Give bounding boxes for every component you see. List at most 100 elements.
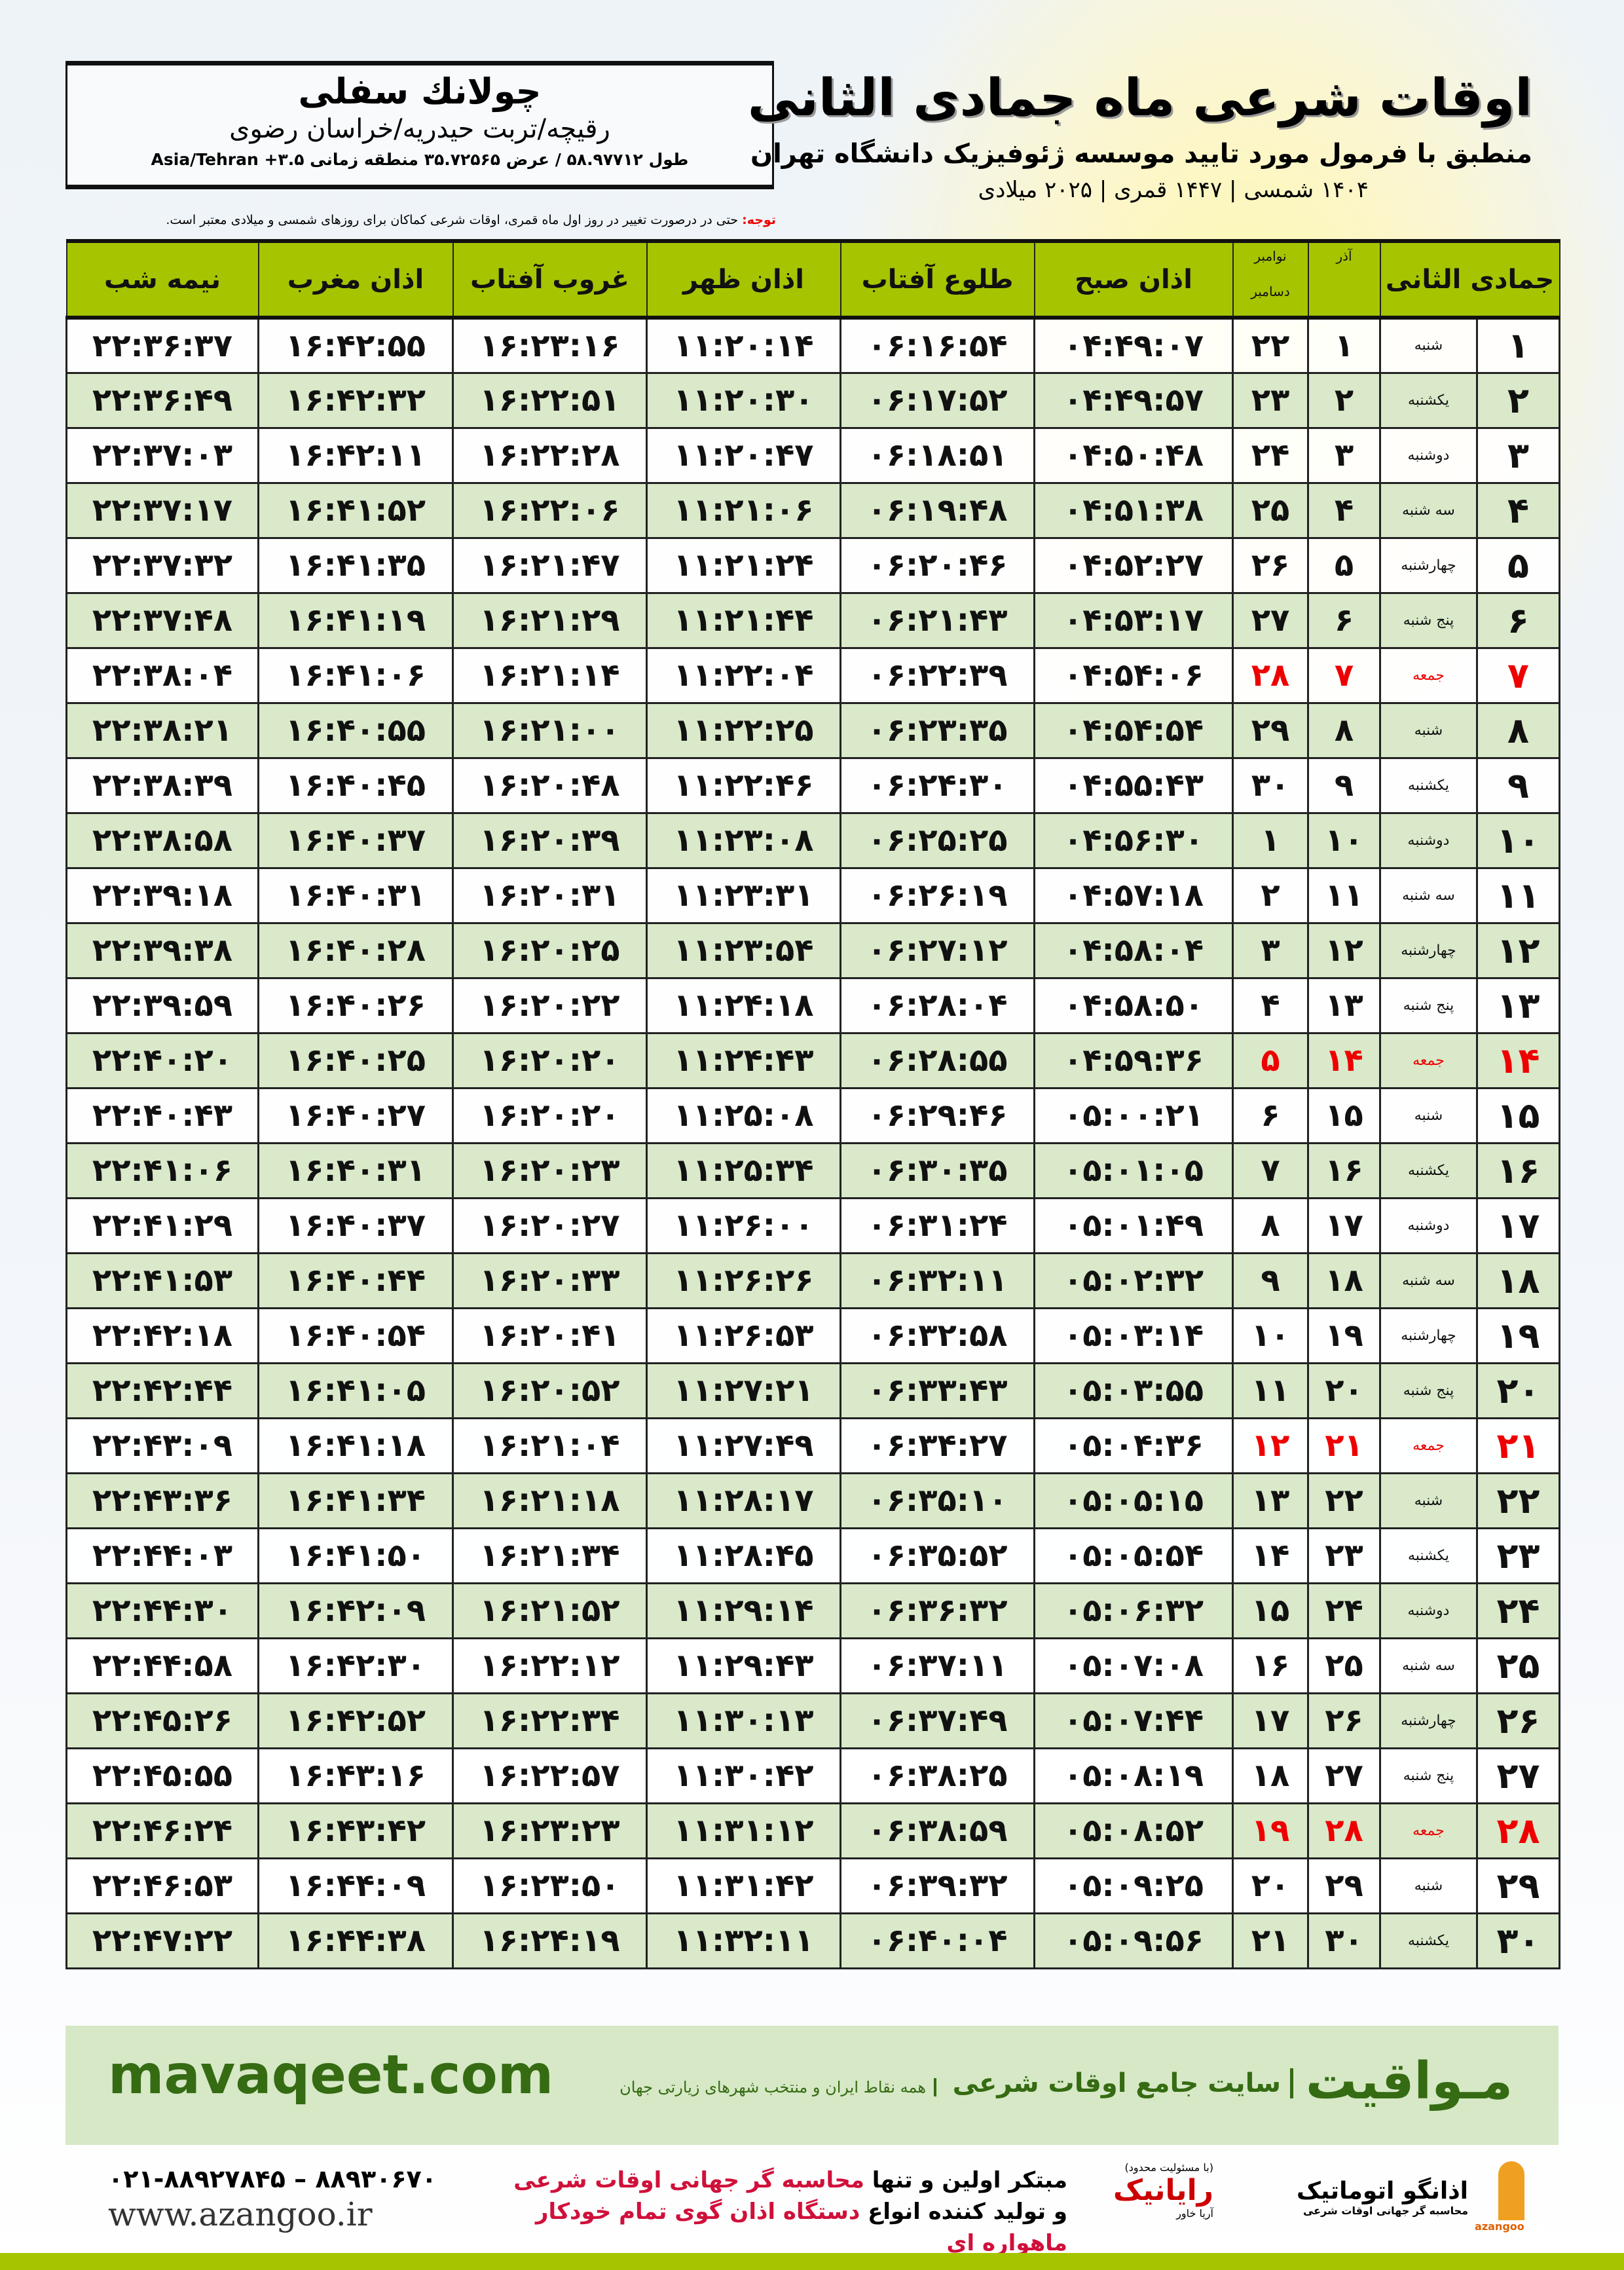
gregorian-day: ۲۳: [1232, 371, 1309, 429]
sunset-time: ۱۶:۲۳:۵۰: [452, 1857, 648, 1914]
sunrise-time: ۰۶:۲۲:۳۹: [840, 646, 1035, 704]
table-row: ۱۷ دوشنبه ۱۷ ۸ ۰۵:۰۱:۴۹ ۰۶:۳۱:۲۴ ۱۱:۲۶:۰۰ ۱۶:۲۰…: [65, 1197, 1560, 1254]
maghrib-time: ۱۶:۴۰:۲۷: [257, 1087, 454, 1144]
fajr-time: ۰۴:۵۰:۴۸: [1033, 426, 1234, 484]
dhuhr-time: ۱۱:۲۳:۵۴: [646, 921, 841, 979]
dhuhr-time: ۱۱:۳۱:۱۲: [646, 1802, 841, 1859]
sunset-time: ۱۶:۲۰:۳۱: [452, 866, 648, 924]
sunrise-time: ۰۶:۱۶:۵۴: [840, 316, 1035, 374]
hijri-day: ۲۸: [1476, 1802, 1560, 1859]
sunset-time: ۱۶:۲۱:۴۷: [452, 536, 648, 594]
azangoo-sub: محاسبه گر جهانی اوقات شرعی: [1302, 2204, 1469, 2217]
gregorian-day: ۵: [1232, 1032, 1309, 1089]
weekday: یکشنبه: [1379, 1527, 1478, 1584]
sunrise-time: ۰۶:۳۶:۳۲: [840, 1582, 1035, 1639]
azar-day: ۲۳: [1307, 1527, 1381, 1584]
hijri-day: ۲۵: [1476, 1637, 1560, 1694]
sunset-time: ۱۶:۲۰:۴۸: [452, 756, 648, 814]
fajr-time: ۰۴:۵۲:۲۷: [1033, 536, 1234, 594]
hijri-day: ۸: [1476, 701, 1560, 759]
gregorian-day: ۹: [1232, 1252, 1309, 1309]
midnight-time: ۲۲:۴۴:۵۸: [65, 1637, 259, 1694]
fajr-time: ۰۵:۰۴:۳۶: [1033, 1417, 1234, 1474]
province-path: رقیچه/تربت حیدریه/خراسان رضوی: [229, 114, 610, 144]
table-row: ۲۸ جمعه ۲۸ ۱۹ ۰۵:۰۸:۵۲ ۰۶:۳۸:۵۹ ۱۱:۳۱:۱۲ ۱۶:۲۳:…: [65, 1802, 1560, 1859]
sunset-time: ۱۶:۲۰:۲۵: [452, 921, 648, 979]
table-row: ۱۸ سه شنبه ۱۸ ۹ ۰۵:۰۲:۳۲ ۰۶:۳۲:۱۱ ۱۱:۲۶:۲۶ ۱۶:۲…: [65, 1252, 1560, 1309]
dhuhr-time: ۱۱:۲۹:۴۳: [646, 1637, 841, 1694]
hijri-day: ۷: [1476, 646, 1560, 704]
sunset-time: ۱۶:۲۱:۰۰: [452, 701, 648, 759]
weekday: سه شنبه: [1379, 1637, 1478, 1694]
azar-day: ۳: [1307, 426, 1381, 484]
gregorian-day: ۳: [1232, 921, 1309, 979]
gregorian-day: ۱۵: [1232, 1582, 1309, 1639]
fajr-time: ۰۵:۰۹:۲۵: [1033, 1857, 1234, 1914]
gregorian-day: ۲۸: [1232, 646, 1309, 704]
gregorian-day: ۲۵: [1232, 481, 1309, 539]
sunset-time: ۱۶:۲۰:۲۳: [452, 1142, 648, 1199]
website-link[interactable]: www.azangoo.ir: [108, 2195, 373, 2233]
fajr-time: ۰۵:۰۲:۳۲: [1033, 1252, 1234, 1309]
sunset-time: ۱۶:۲۰:۳۹: [452, 811, 648, 869]
gregorian-day: ۱۹: [1232, 1802, 1309, 1859]
sunset-time: ۱۶:۲۰:۲۷: [452, 1197, 648, 1254]
dhuhr-time: ۱۱:۲۳:۰۸: [646, 811, 841, 869]
dhuhr-time: ۱۱:۲۵:۰۸: [646, 1087, 841, 1144]
hijri-day: ۱۰: [1476, 811, 1560, 869]
maghrib-time: ۱۶:۴۱:۱۸: [257, 1417, 454, 1474]
weekday: دوشنبه: [1379, 426, 1478, 484]
gregorian-day: ۱۶: [1232, 1637, 1309, 1694]
fajr-time: ۰۴:۵۹:۳۶: [1033, 1032, 1234, 1089]
hijri-day: ۱۸: [1476, 1252, 1560, 1309]
midnight-time: ۲۲:۳۶:۴۹: [65, 371, 259, 429]
gregorian-day: ۲۹: [1232, 701, 1309, 759]
azangoo-latin: azangoo: [1475, 2220, 1524, 2233]
azar-day: ۱۶: [1307, 1142, 1381, 1199]
promo-2a: و تولید کننده انواع: [860, 2199, 1067, 2225]
azar-day: ۱۳: [1307, 977, 1381, 1034]
azar-day: ۲۱: [1307, 1417, 1381, 1474]
midnight-time: ۲۲:۴۱:۰۶: [65, 1142, 259, 1199]
gregorian-day: ۷: [1232, 1142, 1309, 1199]
hijri-day: ۱: [1476, 316, 1560, 374]
sunset-time: ۱۶:۲۱:۰۴: [452, 1417, 648, 1474]
weekday: سه شنبه: [1379, 866, 1478, 924]
maghrib-time: ۱۶:۴۱:۵۲: [257, 481, 454, 539]
midnight-time: ۲۲:۳۹:۵۹: [65, 977, 259, 1034]
fajr-time: ۰۴:۵۳:۱۷: [1033, 591, 1234, 649]
brand-url[interactable]: mavaqeet.com: [108, 2044, 554, 2106]
maghrib-time: ۱۶:۴۱:۵۰: [257, 1527, 454, 1584]
fajr-time: ۰۴:۴۹:۵۷: [1033, 371, 1234, 429]
table-row: ۲۹ شنبه ۲۹ ۲۰ ۰۵:۰۹:۲۵ ۰۶:۳۹:۳۲ ۱۱:۳۱:۴۲ ۱۶:۲۳:…: [65, 1857, 1560, 1914]
sunset-time: ۱۶:۲۲:۱۲: [452, 1637, 648, 1694]
weekday: جمعه: [1379, 1417, 1478, 1474]
maghrib-time: ۱۶:۴۰:۵۴: [257, 1307, 454, 1364]
dhuhr-time: ۱۱:۲۶:۲۶: [646, 1252, 841, 1309]
coordinates: طول ۵۸.۹۷۷۱۲ / عرض ۳۵.۷۲۵۶۵ منطقه زمانی …: [151, 150, 689, 169]
table-row: ۱۳ پنج شنبه ۱۳ ۴ ۰۴:۵۸:۵۰ ۰۶:۲۸:۰۴ ۱۱:۲۴:۱۸ ۱۶:…: [65, 977, 1560, 1034]
table-row: ۱۲ چهارشنبه ۱۲ ۳ ۰۴:۵۸:۰۴ ۰۶:۲۷:۱۲ ۱۱:۲۳:۵۴ ۱۶:…: [65, 921, 1560, 979]
midnight-time: ۲۲:۴۵:۵۵: [65, 1747, 259, 1804]
hijri-day: ۲۶: [1476, 1692, 1560, 1749]
maghrib-time: ۱۶:۴۰:۲۸: [257, 921, 454, 979]
brand-logo: مـواقیت: [1305, 2052, 1513, 2111]
hijri-day: ۱۷: [1476, 1197, 1560, 1254]
hijri-day: ۲۹: [1476, 1857, 1560, 1914]
fajr-time: ۰۴:۵۶:۳۰: [1033, 811, 1234, 869]
maghrib-time: ۱۶:۴۳:۱۶: [257, 1747, 454, 1804]
gregorian-day: ۲۷: [1232, 591, 1309, 649]
brand-tagline: سایت جامع اوقات شرعی: [953, 2068, 1293, 2098]
midnight-time: ۲۲:۴۵:۲۶: [65, 1692, 259, 1749]
dhuhr-time: ۱۱:۳۲:۱۱: [646, 1912, 841, 1969]
sunrise-time: ۰۶:۳۷:۴۹: [840, 1692, 1035, 1749]
table-row: ۲۰ پنج شنبه ۲۰ ۱۱ ۰۵:۰۳:۵۵ ۰۶:۳۳:۴۳ ۱۱:۲۷:۲۱ ۱۶…: [65, 1362, 1560, 1419]
azar-day: ۹: [1307, 756, 1381, 814]
azar-day: ۴: [1307, 481, 1381, 539]
dhuhr-time: ۱۱:۲۰:۱۴: [646, 316, 841, 374]
hijri-day: ۲: [1476, 371, 1560, 429]
azar-day: ۱۷: [1307, 1197, 1381, 1254]
sunrise-time: ۰۶:۳۵:۵۲: [840, 1527, 1035, 1584]
table-row: ۶ پنج شنبه ۶ ۲۷ ۰۴:۵۳:۱۷ ۰۶:۲۱:۴۳ ۱۱:۲۱:۴۴ ۱۶:۲…: [65, 591, 1560, 649]
dhuhr-time: ۱۱:۲۸:۱۷: [646, 1472, 841, 1529]
